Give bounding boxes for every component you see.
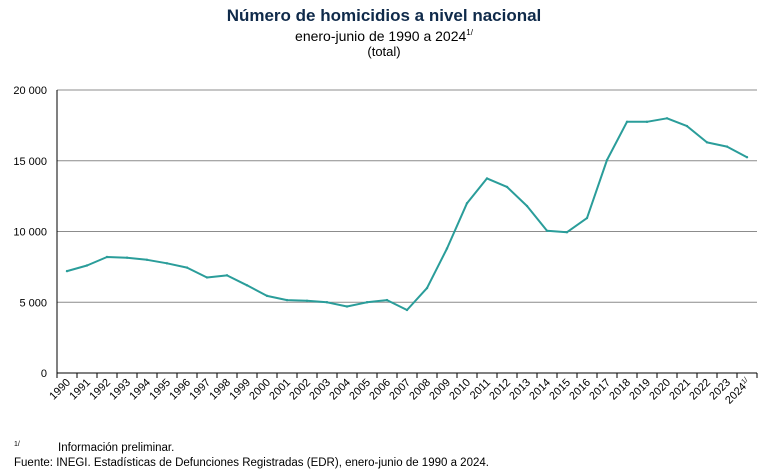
x-tick-label-2018: 2018 (607, 377, 633, 403)
source-note: Fuente: INEGI. Estadísticas de Defuncion… (14, 457, 489, 469)
footnote-text: Información preliminar. (58, 442, 175, 454)
data-point-1996 (185, 266, 189, 269)
data-point-1998 (225, 274, 229, 277)
data-point-2010 (465, 202, 469, 205)
data-point-2013 (525, 204, 529, 208)
x-tick-label-2001: 2001 (267, 377, 293, 403)
data-point-2018 (625, 120, 629, 124)
y-tick-label-1: 5 000 (19, 297, 47, 309)
x-tick-label-2021: 2021 (667, 377, 693, 403)
data-point-2015 (565, 231, 569, 234)
data-point-1991 (85, 264, 89, 267)
x-tick-label-1997: 1997 (187, 377, 213, 403)
data-point-1997 (205, 276, 209, 279)
x-tick-label-1990: 1990 (47, 377, 73, 403)
x-tick-label-2008: 2008 (407, 377, 433, 403)
data-point-2022 (705, 141, 709, 144)
data-point-2011 (485, 177, 489, 180)
data-point-2023 (725, 145, 729, 148)
data-point-1995 (165, 262, 169, 265)
x-tick-label-1999: 1999 (227, 377, 253, 403)
x-tick-label-1994: 1994 (127, 377, 153, 403)
x-tick-label-2015: 2015 (547, 377, 573, 403)
data-point-2019 (645, 120, 649, 124)
data-point-2021 (685, 124, 689, 128)
subtitle-footnote-mark: 1/ (466, 28, 473, 37)
data-point-1992 (105, 255, 109, 259)
x-tick-label-2006: 2006 (367, 377, 393, 403)
data-point-1990 (65, 269, 69, 273)
x-tick-label-2004: 2004 (327, 377, 353, 403)
data-point-2004 (345, 305, 349, 308)
x-tick-label-2000: 2000 (247, 377, 273, 403)
footnote: 1/Información preliminar. (14, 441, 174, 454)
x-tick-label-2005: 2005 (347, 377, 373, 403)
data-point-2020 (665, 117, 669, 120)
data-point-1993 (125, 256, 129, 259)
series-line (66, 117, 748, 311)
x-tick-label-2003: 2003 (307, 377, 333, 403)
data-point-2007 (405, 308, 409, 312)
line-chart: 0 5 000 10 000 15 000 20 000 1990199119921993… (13, 85, 758, 407)
x-tick-label-1995: 1995 (147, 377, 173, 403)
data-point-2024 (745, 156, 749, 159)
y-tick-label-2: 10 000 (13, 227, 47, 239)
x-tick-label-1993: 1993 (107, 377, 133, 403)
x-tick-label-2014: 2014 (527, 377, 553, 403)
footnote-mark: 1/ (14, 441, 20, 448)
data-point-2001 (285, 298, 289, 302)
data-point-2009 (445, 247, 449, 250)
data-point-2002 (305, 299, 309, 303)
x-tick-label-1998: 1998 (207, 377, 233, 403)
x-tick-label-1992: 1992 (87, 377, 113, 403)
x-tick-label-1996: 1996 (167, 377, 193, 403)
x-tick-label-2012: 2012 (487, 377, 513, 403)
x-tick-label-2020: 2020 (647, 377, 673, 403)
data-point-2005 (365, 301, 369, 304)
chart-subtitle: enero-junio de 1990 a 20241/ (0, 28, 768, 44)
x-tick-label-2022: 2022 (687, 377, 713, 403)
data-point-2014 (545, 229, 549, 232)
data-point-1994 (145, 258, 149, 261)
x-tick-label-2016: 2016 (567, 377, 593, 403)
x-tick-label-2013: 2013 (507, 377, 533, 403)
data-point-2008 (425, 286, 429, 290)
data-point-2000 (265, 294, 269, 298)
x-tick-label-2010: 2010 (447, 377, 473, 403)
data-point-2006 (385, 298, 389, 302)
y-tick-label-4: 20 000 (13, 85, 47, 97)
data-point-2003 (325, 301, 329, 304)
data-point-1999 (245, 284, 249, 287)
y-tick-label-3: 15 000 (13, 156, 47, 168)
subtitle-text: enero-junio de 1990 a 2024 (295, 28, 467, 44)
x-tick-label-2019: 2019 (627, 377, 653, 403)
data-point-2016 (585, 216, 589, 220)
data-point-2012 (505, 185, 509, 189)
data-point-2017 (605, 158, 609, 162)
chart-title: Número de homicidios a nivel nacional (226, 6, 542, 25)
x-tick-label-2011: 2011 (468, 377, 493, 402)
y-tick-label-0: 0 (41, 368, 47, 380)
x-tick-label-2007: 2007 (387, 377, 413, 403)
x-tick-label-1991: 1991 (67, 377, 93, 403)
x-tick-label-2017: 2017 (587, 377, 613, 403)
x-tick-label-2009: 2009 (427, 377, 453, 403)
chart-unit: (total) (367, 44, 401, 59)
x-tick-label-2002: 2002 (287, 377, 313, 403)
